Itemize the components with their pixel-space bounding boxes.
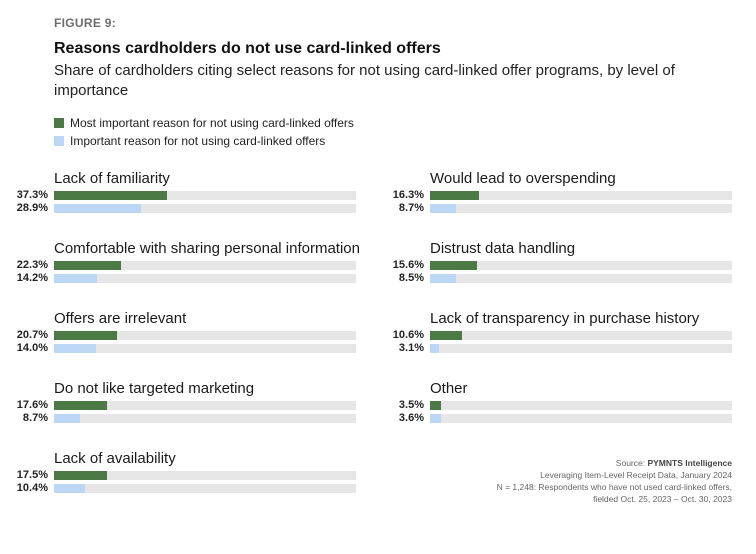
category-label-comfortable-with-sharing-personal-information: Comfortable with sharing personal inform… [54, 240, 360, 257]
value-label-do-not-like-targeted-marketing-important: 8.7% [22, 412, 48, 424]
bar-other-important [430, 414, 441, 423]
bar-track-comfortable-with-sharing-personal-information-important [54, 274, 356, 283]
legend-item-most: Most important reason for not using card… [54, 114, 354, 132]
bar-do-not-like-targeted-marketing-important [54, 414, 81, 423]
bar-track-do-not-like-targeted-marketing-most [54, 401, 356, 410]
value-label-other-most: 3.5% [398, 399, 424, 411]
source-line-4: fielded Oct. 25, 2023 – Oct. 30, 2023 [593, 494, 732, 504]
bar-lack-of-familiarity-most [54, 191, 167, 200]
bar-track-offers-are-irrelevant-most [54, 331, 356, 340]
bar-comfortable-with-sharing-personal-information-most [54, 261, 122, 270]
value-label-lack-of-availability-most: 17.5% [16, 469, 48, 481]
category-label-do-not-like-targeted-marketing: Do not like targeted marketing [54, 380, 255, 397]
value-label-distrust-data-handling-most: 15.6% [392, 259, 424, 271]
chart-title: Reasons cardholders do not use card-link… [54, 40, 441, 57]
bar-track-do-not-like-targeted-marketing-important [54, 414, 356, 423]
bar-track-offers-are-irrelevant-important [54, 344, 356, 353]
bar-track-would-lead-to-overspending-important [430, 204, 732, 213]
legend-swatch-important [54, 136, 64, 146]
value-label-offers-are-irrelevant-most: 20.7% [16, 329, 48, 341]
category-label-lack-of-familiarity: Lack of familiarity [54, 170, 170, 187]
value-label-do-not-like-targeted-marketing-most: 17.6% [16, 399, 48, 411]
bar-lack-of-familiarity-important [54, 204, 142, 213]
category-label-distrust-data-handling: Distrust data handling [430, 240, 576, 257]
category-label-lack-of-transparency-in-purchase-history: Lack of transparency in purchase history [430, 310, 700, 327]
bar-comfortable-with-sharing-personal-information-important [54, 274, 97, 283]
bar-offers-are-irrelevant-important [54, 344, 97, 353]
value-label-lack-of-transparency-in-purchase-history-important: 3.1% [398, 342, 424, 354]
value-label-comfortable-with-sharing-personal-information-most: 22.3% [16, 259, 48, 271]
value-label-comfortable-with-sharing-personal-information-important: 14.2% [16, 272, 48, 284]
legend-swatch-most [54, 118, 64, 128]
value-label-lack-of-availability-important: 10.4% [16, 482, 48, 494]
source-prefix: Source: [615, 458, 648, 468]
value-label-would-lead-to-overspending-important: 8.7% [398, 202, 424, 214]
bar-track-lack-of-transparency-in-purchase-history-important [430, 344, 732, 353]
bar-lack-of-transparency-in-purchase-history-important [430, 344, 440, 353]
value-label-lack-of-transparency-in-purchase-history-most: 10.6% [392, 329, 424, 341]
bar-track-comfortable-with-sharing-personal-information-most [54, 261, 356, 270]
legend-label-most: Most important reason for not using card… [70, 116, 354, 130]
source-line-3: N = 1,248: Respondents who have not used… [496, 482, 732, 492]
bar-track-lack-of-familiarity-important [54, 204, 356, 213]
bar-other-most [430, 401, 441, 410]
category-label-offers-are-irrelevant: Offers are irrelevant [54, 310, 187, 327]
source-org: PYMNTS Intelligence [647, 458, 732, 468]
bar-track-would-lead-to-overspending-most [430, 191, 732, 200]
bar-track-lack-of-availability-important [54, 484, 356, 493]
legend-item-important: Important reason for not using card-link… [54, 132, 354, 150]
bar-offers-are-irrelevant-most [54, 331, 117, 340]
bar-lack-of-availability-important [54, 484, 86, 493]
bar-track-other-important [430, 414, 732, 423]
legend: Most important reason for not using card… [54, 114, 354, 150]
figure-label: FIGURE 9: [54, 16, 117, 30]
chart-subtitle: Share of cardholders citing select reaso… [54, 62, 675, 99]
bar-would-lead-to-overspending-most [430, 191, 480, 200]
value-label-offers-are-irrelevant-important: 14.0% [16, 342, 48, 354]
bar-track-other-most [430, 401, 732, 410]
bar-track-lack-of-availability-most [54, 471, 356, 480]
value-label-distrust-data-handling-important: 8.5% [398, 272, 424, 284]
bar-track-lack-of-transparency-in-purchase-history-most [430, 331, 732, 340]
value-label-would-lead-to-overspending-most: 16.3% [392, 189, 424, 201]
bar-track-distrust-data-handling-important [430, 274, 732, 283]
source-note: Source: PYMNTS Intelligence Leveraging I… [497, 457, 732, 505]
bar-distrust-data-handling-important [430, 274, 456, 283]
bar-lack-of-availability-most [54, 471, 107, 480]
category-label-other: Other [430, 380, 468, 397]
bar-distrust-data-handling-most [430, 261, 478, 270]
legend-label-important: Important reason for not using card-link… [70, 134, 326, 148]
source-line-2: Leveraging Item-Level Receipt Data, Janu… [540, 470, 732, 480]
bar-do-not-like-targeted-marketing-most [54, 401, 108, 410]
bar-lack-of-transparency-in-purchase-history-most [430, 331, 462, 340]
bar-track-lack-of-familiarity-most [54, 191, 356, 200]
bar-track-distrust-data-handling-most [430, 261, 732, 270]
value-label-lack-of-familiarity-important: 28.9% [16, 202, 48, 214]
category-label-would-lead-to-overspending: Would lead to overspending [430, 170, 616, 187]
value-label-lack-of-familiarity-most: 37.3% [16, 189, 48, 201]
category-label-lack-of-availability: Lack of availability [54, 450, 176, 467]
value-label-other-important: 3.6% [398, 412, 424, 424]
bar-would-lead-to-overspending-important [430, 204, 457, 213]
